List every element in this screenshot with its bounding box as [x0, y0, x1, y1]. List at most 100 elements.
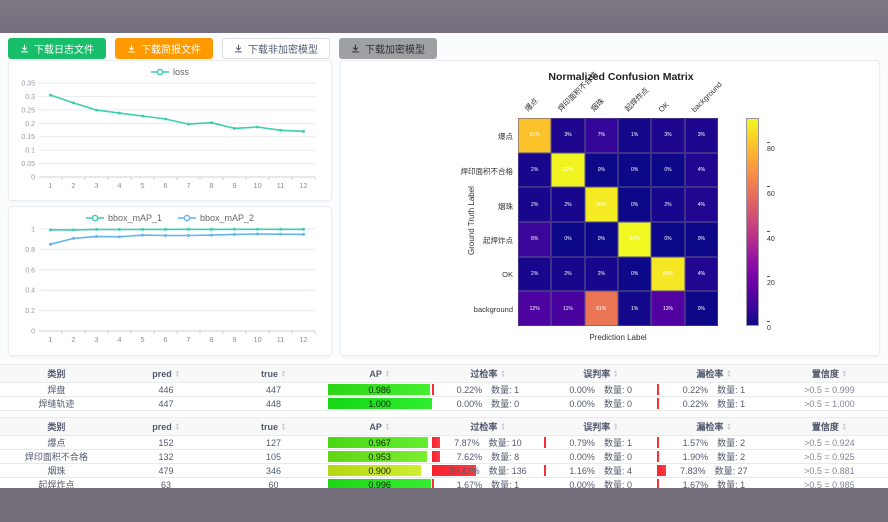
matrix-column-label: 起焊炸点 — [622, 85, 651, 114]
column-header: 误判率 ▲ ▼ — [544, 417, 658, 436]
rate-count: 数量: 1 — [717, 385, 746, 395]
sort-icon[interactable]: ▲ ▼ — [384, 368, 390, 379]
rate-count: 数量: 10 — [488, 438, 522, 448]
true-cell: 448 — [219, 396, 328, 411]
sort-icon[interactable]: ▲ ▼ — [500, 368, 506, 379]
matrix-cell: 90% — [584, 187, 618, 222]
rate-percent: 39.42% — [449, 465, 480, 476]
rate-percent: 0.00% — [569, 451, 595, 462]
column-header-label: true — [260, 421, 278, 432]
svg-text:11: 11 — [277, 335, 285, 344]
matrix-cell: 0% — [684, 291, 718, 326]
class-name-cell: 焊盘 — [0, 382, 113, 397]
column-header-label: 置信度 — [811, 369, 839, 379]
matrix-cell: 81% — [518, 118, 552, 153]
map-line-chart: 00.20.40.60.811 2 3 4 5 6 7 8 9 10 11 12 — [25, 227, 316, 344]
svg-text:0.05: 0.05 — [21, 161, 35, 168]
true-cell: 346 — [219, 463, 328, 478]
ap-value: 0.986 — [368, 384, 391, 395]
rate-percent: 7.83% — [680, 465, 706, 476]
ap-value: 0.900 — [368, 465, 391, 476]
rate-count: 数量: 1 — [717, 480, 746, 490]
svg-text:0.6: 0.6 — [25, 267, 35, 274]
table-row: 焊印面积不合格 132 105 0.953 7.62% 数量: 8 0.00% 数量: 0 1.… — [0, 449, 888, 464]
legend-item-loss[interactable]: loss — [150, 67, 189, 77]
rate-count: 数量: 27 — [714, 466, 748, 476]
rate-bar — [657, 451, 660, 462]
rate-bar — [431, 437, 441, 448]
ap-bar — [327, 437, 429, 448]
sort-icon[interactable]: ▲ ▼ — [384, 421, 390, 432]
column-header: 漏检率 ▲ ▼ — [657, 417, 771, 436]
ap-bar — [327, 451, 427, 462]
download-encrypted-model-button[interactable]: 下载加密模型 — [339, 38, 437, 59]
rate-count: 数量: 1 — [717, 399, 746, 409]
bottom-band — [0, 488, 888, 522]
rate-percent: 7.87% — [454, 437, 480, 448]
rate-count: 数量: 136 — [488, 466, 527, 476]
matrix-cell: 0% — [551, 222, 585, 257]
matrix-cell: 7% — [584, 118, 618, 153]
legend-item-bbox-map-2[interactable]: bbox_mAP_2 — [178, 213, 254, 223]
download-icon — [128, 44, 135, 53]
table-row: 烟珠 479 346 0.900 39.42% 数量: 136 1.16% 数量: 4 7.83… — [0, 463, 888, 478]
svg-text:7: 7 — [186, 181, 190, 190]
svg-text:12: 12 — [299, 335, 307, 344]
matrix-cell: 8% — [518, 222, 552, 257]
svg-text:0.1: 0.1 — [25, 148, 35, 155]
column-header: true ▲ ▼ — [219, 364, 328, 383]
svg-text:1: 1 — [48, 335, 52, 344]
sort-icon[interactable]: ▲ ▼ — [281, 368, 286, 379]
toolbar: 下载日志文件 下载简报文件 下载非加密模型 下载加密模型 — [8, 38, 437, 59]
loss-chart-card: loss 0 0.05 0.1 0.15 0.2 0.25 0.3 0.35 1 2 3 4 5 6 7 8 9… — [8, 60, 332, 201]
sort-icon[interactable]: ▲ ▼ — [500, 421, 506, 432]
svg-text:2: 2 — [71, 335, 75, 344]
sort-icon[interactable]: ▲ ▼ — [281, 421, 286, 432]
pred-cell: 446 — [112, 382, 220, 397]
ap-value: 1.000 — [368, 398, 391, 409]
loss-line-chart: 00.050.10.150.20.250.30.351 2 3 4 5 6 7 8 9 10 11 1… — [21, 81, 316, 190]
rate-count: 数量: 1 — [491, 480, 520, 490]
legend-label: bbox_mAP_2 — [200, 212, 255, 223]
sort-icon[interactable]: ▲ ▼ — [613, 421, 619, 432]
column-header-label: AP — [369, 421, 382, 432]
matrix-cell: 0% — [684, 222, 718, 257]
table-header-row: 类别 pred ▲ ▼ true ▲ ▼ AP ▲ ▼ 过检率 ▲ ▼ 误判率 ▲ ▼ 漏检率 ▲ ▼ 置信度 ▲ ▼ — [0, 417, 888, 436]
sort-icon[interactable]: ▲ ▼ — [726, 368, 732, 379]
rate-count: 数量: 1 — [491, 385, 520, 395]
matrix-cell: 89% — [651, 256, 685, 292]
svg-text:0.35: 0.35 — [21, 81, 35, 88]
svg-text:0.4: 0.4 — [25, 288, 35, 295]
matrix-cell: 1% — [617, 291, 652, 326]
rate-bar — [431, 479, 434, 490]
loss-chart-legend: loss — [9, 61, 331, 77]
download-report-button[interactable]: 下载简报文件 — [115, 38, 213, 59]
matrix-cell: 3% — [684, 118, 718, 153]
download-unencrypted-model-button[interactable]: 下载非加密模型 — [222, 38, 330, 59]
rate-percent: 0.22% — [682, 398, 709, 409]
top-band — [0, 0, 888, 33]
ap-value: 0.953 — [368, 451, 391, 462]
download-log-button[interactable]: 下载日志文件 — [8, 38, 106, 59]
sort-icon[interactable]: ▲ ▼ — [174, 421, 180, 432]
sort-icon[interactable]: ▲ ▼ — [726, 421, 732, 432]
button-label: 下载非加密模型 — [248, 45, 318, 56]
rate-percent: 1.16% — [569, 465, 595, 476]
colorbar-tick: 20 — [767, 273, 775, 287]
matrix-row-label: background — [473, 304, 513, 314]
rate-percent: 1.67% — [682, 479, 709, 490]
matrix-cell: 2% — [551, 256, 585, 292]
column-header-label: true — [260, 368, 278, 379]
sort-icon[interactable]: ▲ ▼ — [841, 421, 847, 432]
matrix-cell: 0% — [617, 256, 652, 292]
matrix-column-label: 爆点 — [522, 96, 540, 114]
legend-item-bbox-map-1[interactable]: bbox_mAP_1 — [85, 213, 162, 223]
sort-icon[interactable]: ▲ ▼ — [613, 368, 619, 379]
rate-bar — [544, 465, 547, 476]
pred-cell: 132 — [112, 449, 220, 464]
sort-icon[interactable]: ▲ ▼ — [841, 368, 847, 379]
column-header: AP ▲ ▼ — [327, 364, 432, 383]
matrix-column-label: 烟珠 — [589, 96, 607, 114]
column-header: pred ▲ ▼ — [112, 364, 220, 383]
sort-icon[interactable]: ▲ ▼ — [174, 368, 180, 379]
